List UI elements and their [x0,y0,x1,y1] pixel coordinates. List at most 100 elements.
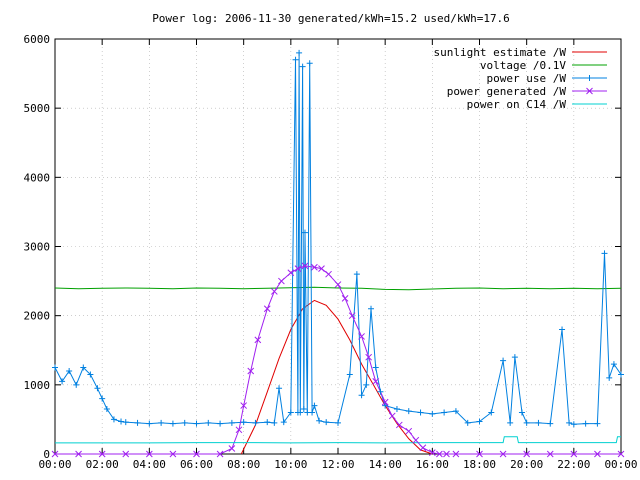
data-point [523,450,531,458]
data-point [377,388,384,395]
data-point [59,378,66,385]
x-tick-label: 14:00 [369,458,402,471]
data-point [412,436,420,444]
data-point [405,427,413,435]
data-point [66,368,73,374]
legend-label: voltage /0.1V [480,59,566,72]
data-point [452,408,459,415]
series-line-4 [55,436,621,444]
x-tick-label: 00:00 [604,458,637,471]
data-point [323,419,330,426]
x-tick-label: 08:00 [227,458,260,471]
data-point [606,374,613,381]
data-point [216,450,224,458]
data-point [278,277,285,285]
x-tick-label: 10:00 [274,458,307,471]
data-point [122,450,130,458]
series-lines [54,52,622,455]
data-point [358,333,365,340]
y-tick-label: 0 [43,448,50,461]
data-point [365,353,373,361]
chart-title: Power log: 2006-11-30 generated/kWh=15.2… [152,12,510,25]
data-point [334,281,342,288]
legend-label: power generated /W [447,85,567,98]
data-point [405,408,412,415]
x-tick-label: 00:00 [38,458,71,471]
data-point [443,450,450,458]
data-point [372,364,379,371]
data-point [428,449,436,456]
data-point [280,419,287,426]
data-point [335,419,341,426]
data-point [566,419,573,426]
data-point [395,421,403,429]
data-point [181,419,188,426]
data-point [429,410,436,417]
data-point [271,419,278,426]
data-point [73,381,80,388]
data-point [254,336,262,344]
y-tick-label: 4000 [24,171,51,184]
data-point [393,406,400,413]
data-point [559,326,566,333]
series-markers [51,49,625,458]
data-point [535,419,542,426]
data-point [452,450,460,458]
x-tick-label: 04:00 [133,458,166,471]
data-point [292,56,299,63]
data-point [382,402,389,409]
data-point [299,63,306,70]
y-tick-label: 3000 [24,241,51,254]
data-point [309,409,316,416]
data-point [488,409,495,416]
data-point [318,265,325,272]
data-point [228,419,235,426]
data-point [217,420,224,427]
data-point [51,450,59,458]
data-point [297,409,304,416]
data-point [301,229,308,236]
data-point [158,419,165,426]
data-point [235,426,243,434]
data-point [311,402,318,409]
data-point [145,450,153,458]
y-tick-label: 6000 [24,33,51,46]
data-point [247,367,255,375]
data-point [436,450,443,458]
data-point [441,409,448,416]
data-point [75,450,82,458]
y-tick-label: 1000 [24,379,51,392]
data-point [264,419,271,426]
axis-ticks [54,38,622,455]
data-point [594,420,601,427]
data-point [118,418,125,425]
data-point [372,378,380,385]
data-point [547,420,554,427]
data-point [594,450,601,458]
data-point [518,409,525,416]
data-point [348,312,356,320]
data-point [582,420,589,427]
data-point [601,250,608,257]
data-point [381,398,389,406]
legend-marker [586,87,593,95]
data-point [252,419,259,426]
data-point [294,265,302,272]
data-point [276,385,283,392]
series-line-0 [240,299,433,455]
data-point [511,354,518,361]
legend-label: power on C14 /W [467,98,567,111]
data-point [240,419,247,426]
x-tick-label: 18:00 [463,458,496,471]
data-point [546,450,554,458]
data-point [301,262,309,270]
data-point [270,288,278,295]
data-point [52,364,58,371]
data-point [87,371,94,378]
data-point [341,295,349,302]
data-point [363,381,370,388]
data-point [507,419,514,426]
data-point [570,421,577,428]
